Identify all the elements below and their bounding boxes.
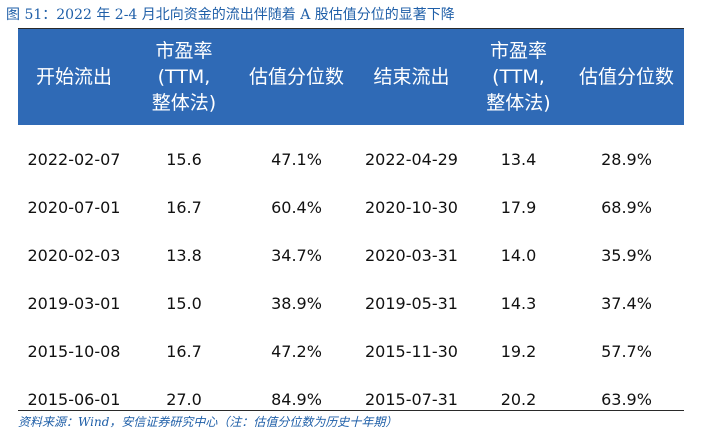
cell-start-date: 2019-03-01 <box>27 293 121 313</box>
cell-start-pe: 16.7 <box>166 197 202 217</box>
cell-end-date: 2022-04-29 <box>365 149 458 169</box>
table-row: 2019-03-01 15.0 38.9% 2019-05-31 14.3 37… <box>18 279 684 327</box>
cell-start-date: 2020-02-03 <box>27 245 121 265</box>
figure-caption: 图 51：2022 年 2-4 月北向资金的流出伴随着 A 股估值分位的显著下降 <box>6 7 455 23</box>
cell-start-pe: 13.8 <box>166 245 202 265</box>
header-outflow-end: 结束流出 <box>373 66 450 88</box>
caption-divider <box>18 28 684 29</box>
cell-end-pe: 14.0 <box>500 245 537 265</box>
cell-end-date: 2020-10-30 <box>365 197 458 217</box>
cell-end-percentile: 63.9% <box>601 389 652 409</box>
table-body: 2022-02-07 15.6 47.1% 2022-04-29 13.4 28… <box>18 135 684 423</box>
cell-start-percentile: 60.4% <box>271 197 322 217</box>
cell-end-date: 2020-03-31 <box>365 245 458 265</box>
source-note: 资料来源：Wind，安信证券研究中心（注：估值分位数为历史十年期） <box>18 415 398 429</box>
cell-start-date: 2020-07-01 <box>27 197 121 217</box>
valuation-table: 开始流出 市盈率(TTM, 整体法) 估值分位数 结束流出 市盈率(TTM, 整… <box>18 29 684 423</box>
cell-end-percentile: 68.9% <box>601 197 652 217</box>
cell-end-percentile: 57.7% <box>601 341 652 361</box>
cell-start-date: 2015-10-08 <box>27 341 121 361</box>
cell-end-pe: 19.2 <box>500 341 537 361</box>
table-row: 2015-06-01 27.0 84.9% 2015-07-31 20.2 63… <box>18 375 684 423</box>
table-bottom-divider <box>18 410 684 411</box>
header-outflow-start: 开始流出 <box>35 66 112 88</box>
header-valuation-percentile-end: 估值分位数 <box>578 66 674 88</box>
cell-start-percentile: 47.1% <box>271 149 322 169</box>
cell-end-percentile: 35.9% <box>601 245 652 265</box>
table-header-row: 开始流出 市盈率(TTM, 整体法) 估值分位数 结束流出 市盈率(TTM, 整… <box>18 29 684 125</box>
cell-start-pe: 15.6 <box>166 149 202 169</box>
table-row: 2020-07-01 16.7 60.4% 2020-10-30 17.9 68… <box>18 183 684 231</box>
cell-end-pe: 17.9 <box>500 197 537 217</box>
cell-start-percentile: 38.9% <box>271 293 322 313</box>
cell-end-pe: 13.4 <box>500 149 537 169</box>
table-row: 2022-02-07 15.6 47.1% 2022-04-29 13.4 28… <box>18 135 684 183</box>
header-valuation-percentile-start: 估值分位数 <box>248 66 344 88</box>
table-row: 2015-10-08 16.7 47.2% 2015-11-30 19.2 57… <box>18 327 684 375</box>
header-pe-ttm-start: 市盈率(TTM, 整体法) <box>151 40 217 114</box>
cell-start-pe: 15.0 <box>166 293 202 313</box>
cell-start-pe: 16.7 <box>166 341 202 361</box>
cell-end-percentile: 37.4% <box>601 293 652 313</box>
cell-start-percentile: 34.7% <box>271 245 322 265</box>
cell-end-pe: 20.2 <box>500 389 537 409</box>
cell-start-date: 2022-02-07 <box>27 149 121 169</box>
cell-end-date: 2015-07-31 <box>365 389 458 409</box>
cell-start-date: 2015-06-01 <box>27 389 121 409</box>
cell-start-pe: 27.0 <box>166 389 202 409</box>
cell-end-pe: 14.3 <box>500 293 537 313</box>
cell-end-date: 2019-05-31 <box>365 293 458 313</box>
cell-start-percentile: 47.2% <box>271 341 322 361</box>
table-row: 2020-02-03 13.8 34.7% 2020-03-31 14.0 35… <box>18 231 684 279</box>
cell-end-date: 2015-11-30 <box>365 341 458 361</box>
cell-start-percentile: 84.9% <box>271 389 322 409</box>
header-pe-ttm-end: 市盈率(TTM, 整体法) <box>486 40 551 114</box>
cell-end-percentile: 28.9% <box>601 149 652 169</box>
